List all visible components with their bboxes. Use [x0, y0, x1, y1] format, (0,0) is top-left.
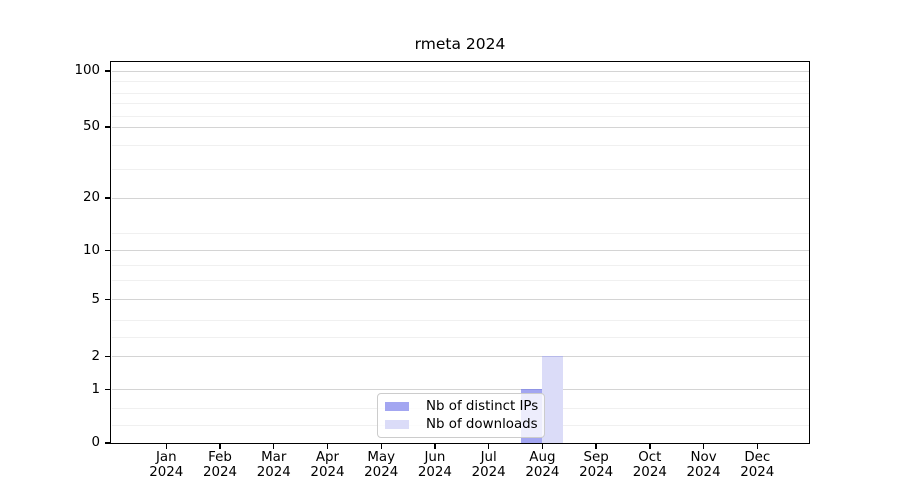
y-axis-tick: [104, 442, 110, 444]
y-axis-tick-label: 0: [91, 435, 100, 451]
x-axis-tick-label: Feb 2024: [202, 449, 238, 481]
x-axis-tick-label: Jun 2024: [417, 449, 452, 481]
y-axis-tick-label: 10: [82, 242, 100, 258]
gridline-major: [111, 250, 809, 251]
gridline-major: [111, 197, 809, 199]
y-axis-tick-label: 1: [91, 381, 100, 397]
x-axis-tick: [380, 443, 382, 449]
x-axis-tick: [273, 443, 275, 449]
gridline-minor: [111, 265, 809, 266]
gridline-minor: [111, 336, 809, 338]
y-axis-tick-label: 5: [91, 291, 100, 307]
chart-title: rmeta 2024: [414, 35, 506, 53]
y-axis-tick: [104, 249, 110, 251]
y-axis-tick: [104, 197, 110, 199]
x-axis-tick: [649, 443, 651, 449]
gridline-minor: [111, 145, 809, 146]
x-axis-tick-label: Sep 2024: [579, 449, 614, 481]
x-axis-tick: [595, 443, 597, 449]
legend-label: Nb of distinct IPs: [426, 399, 539, 414]
y-axis-tick-label: 100: [74, 63, 100, 79]
distinct-ips-swatch: [385, 402, 409, 411]
gridline-minor: [111, 103, 809, 105]
x-axis-tick: [487, 443, 490, 449]
x-axis-tick-label: Aug 2024: [525, 449, 560, 481]
legend-label: Nb of downloads: [426, 417, 538, 432]
gridline-major: [111, 70, 809, 72]
y-axis-tick: [104, 355, 110, 357]
x-axis-tick: [219, 443, 221, 449]
x-axis-tick: [326, 443, 329, 449]
downloads-swatch: [385, 420, 409, 429]
y-axis-tick: [104, 70, 110, 72]
x-axis-tick-label: Jul 2024: [471, 449, 506, 481]
y-axis-tick-label: 20: [82, 190, 100, 206]
gridline-major: [111, 126, 809, 128]
x-axis-tick: [434, 443, 436, 449]
gridline-minor: [111, 280, 809, 281]
x-axis-tick: [541, 443, 544, 449]
x-axis-tick-label: Dec 2024: [740, 449, 775, 481]
legend-box: Nb of distinct IPs Nb of downloads: [377, 393, 545, 438]
x-axis-tick-label: Apr 2024: [310, 449, 345, 481]
gridline-minor: [111, 169, 809, 170]
y-axis-tick-label: 2: [91, 348, 100, 364]
x-axis-tick: [756, 443, 758, 449]
gridline-major: [111, 389, 809, 391]
x-axis-tick-label: Mar 2024: [256, 449, 291, 481]
x-axis-tick-label: Jan 2024: [149, 449, 184, 481]
y-axis-tick: [104, 298, 110, 301]
gridline-minor: [111, 233, 809, 235]
gridline-major: [111, 356, 809, 357]
plot-area-frame: [110, 61, 810, 444]
gridline-minor: [111, 116, 809, 117]
x-axis-tick: [165, 443, 167, 449]
y-axis-tick: [104, 388, 110, 391]
gridline-minor: [111, 80, 809, 82]
legend-item-distinct-ips: Nb of distinct IPs: [385, 399, 539, 414]
gridline-minor: [111, 320, 809, 321]
y-axis-tick-label: 50: [82, 119, 100, 135]
x-axis-tick-label: Nov 2024: [686, 449, 721, 481]
y-axis-tick: [104, 126, 110, 128]
x-axis-tick-label: Oct 2024: [632, 449, 667, 481]
legend-item-downloads: Nb of downloads: [385, 417, 538, 432]
bar-downloads-aug-2024: [542, 356, 564, 444]
gridline-minor: [111, 92, 809, 94]
gridline-major: [111, 299, 809, 301]
x-axis-tick-label: May 2024: [364, 449, 399, 481]
x-axis-tick: [702, 443, 705, 449]
